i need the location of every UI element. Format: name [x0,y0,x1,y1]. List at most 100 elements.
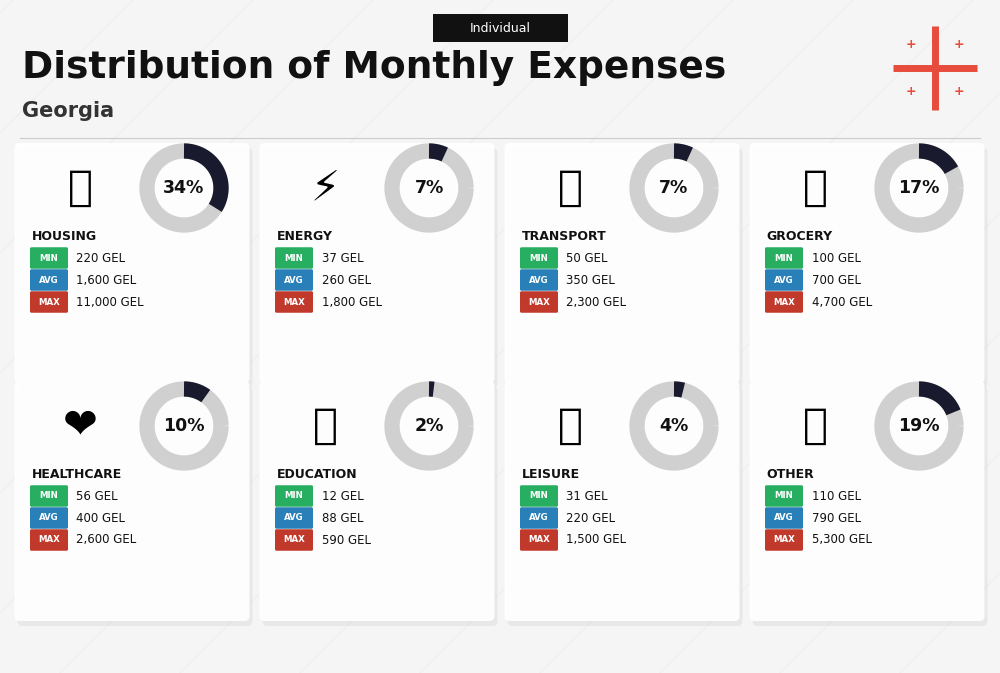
Bar [432,14,568,42]
Text: 1,600 GEL: 1,600 GEL [76,273,137,287]
Text: MAX: MAX [773,297,795,306]
Text: 790 GEL: 790 GEL [812,511,861,524]
Text: 50 GEL: 50 GEL [566,252,608,264]
Text: 260 GEL: 260 GEL [322,273,371,287]
FancyBboxPatch shape [275,247,313,269]
Text: 7%: 7% [414,179,444,197]
FancyBboxPatch shape [15,143,250,383]
Text: 88 GEL: 88 GEL [322,511,363,524]
FancyBboxPatch shape [765,529,803,551]
Text: MIN: MIN [40,491,58,501]
Text: 110 GEL: 110 GEL [812,489,861,503]
Text: 17%: 17% [898,179,940,197]
FancyBboxPatch shape [508,148,743,388]
Text: 220 GEL: 220 GEL [566,511,616,524]
Text: 19%: 19% [898,417,940,435]
Text: +: + [906,85,917,98]
Text: AVG: AVG [529,513,549,522]
FancyBboxPatch shape [520,247,558,269]
Text: MIN: MIN [285,254,303,262]
FancyBboxPatch shape [15,381,250,621]
FancyBboxPatch shape [30,247,68,269]
FancyBboxPatch shape [505,381,740,621]
Text: Georgia: Georgia [22,101,114,121]
Text: 5,300 GEL: 5,300 GEL [812,534,872,546]
FancyBboxPatch shape [30,529,68,551]
Text: 31 GEL: 31 GEL [566,489,608,503]
Text: 7%: 7% [659,179,689,197]
Text: 🏙: 🏙 [68,167,92,209]
Text: 10%: 10% [163,417,205,435]
Text: +: + [953,38,964,50]
Text: MIN: MIN [775,491,793,501]
Text: 56 GEL: 56 GEL [76,489,118,503]
Text: 34%: 34% [163,179,205,197]
Text: 11,000 GEL: 11,000 GEL [76,295,144,308]
FancyBboxPatch shape [30,507,68,529]
Text: TRANSPORT: TRANSPORT [522,229,606,242]
Text: 🛍: 🛍 [557,405,582,447]
Text: MAX: MAX [38,536,60,544]
Text: Individual: Individual [470,22,530,34]
FancyBboxPatch shape [750,381,985,621]
Text: AVG: AVG [284,513,304,522]
Text: ENERGY: ENERGY [276,229,332,242]
FancyBboxPatch shape [520,291,558,313]
Text: MAX: MAX [283,536,305,544]
FancyBboxPatch shape [765,291,803,313]
Text: MIN: MIN [530,491,548,501]
Text: MAX: MAX [283,297,305,306]
FancyBboxPatch shape [18,148,253,388]
Text: EDUCATION: EDUCATION [276,468,357,481]
Text: MIN: MIN [285,491,303,501]
FancyBboxPatch shape [520,269,558,291]
FancyBboxPatch shape [275,485,313,507]
Text: GROCERY: GROCERY [767,229,833,242]
Text: +: + [906,38,917,50]
Text: AVG: AVG [39,513,59,522]
Text: 2,300 GEL: 2,300 GEL [566,295,627,308]
FancyBboxPatch shape [520,507,558,529]
FancyBboxPatch shape [275,291,313,313]
FancyBboxPatch shape [262,148,497,388]
Text: AVG: AVG [774,275,794,285]
Text: LEISURE: LEISURE [522,468,580,481]
Text: ❤: ❤ [63,405,97,447]
Text: 4,700 GEL: 4,700 GEL [812,295,872,308]
Text: AVG: AVG [774,513,794,522]
Text: 590 GEL: 590 GEL [322,534,371,546]
Text: 12 GEL: 12 GEL [322,489,363,503]
Text: 100 GEL: 100 GEL [812,252,860,264]
Text: MAX: MAX [38,297,60,306]
Text: 4%: 4% [659,417,689,435]
Text: 🚌: 🚌 [557,167,582,209]
FancyBboxPatch shape [765,507,803,529]
FancyBboxPatch shape [260,381,494,621]
Text: ⚡: ⚡ [310,167,340,209]
FancyBboxPatch shape [520,485,558,507]
Text: MIN: MIN [775,254,793,262]
Text: OTHER: OTHER [767,468,814,481]
Text: MAX: MAX [528,297,550,306]
FancyBboxPatch shape [275,529,313,551]
FancyBboxPatch shape [30,269,68,291]
Text: AVG: AVG [284,275,304,285]
FancyBboxPatch shape [508,386,743,626]
Text: 37 GEL: 37 GEL [322,252,363,264]
Text: 2,600 GEL: 2,600 GEL [76,534,137,546]
Text: 1,800 GEL: 1,800 GEL [322,295,382,308]
Text: 👜: 👜 [802,405,828,447]
FancyBboxPatch shape [765,485,803,507]
FancyBboxPatch shape [262,386,497,626]
Text: 🎓: 🎓 [312,405,338,447]
Text: 🛒: 🛒 [802,167,828,209]
Text: AVG: AVG [529,275,549,285]
Text: MAX: MAX [773,536,795,544]
Text: MIN: MIN [40,254,58,262]
FancyBboxPatch shape [505,143,740,383]
Text: AVG: AVG [39,275,59,285]
FancyBboxPatch shape [30,485,68,507]
Text: 400 GEL: 400 GEL [76,511,126,524]
Text: MAX: MAX [528,536,550,544]
Text: HEALTHCARE: HEALTHCARE [32,468,122,481]
